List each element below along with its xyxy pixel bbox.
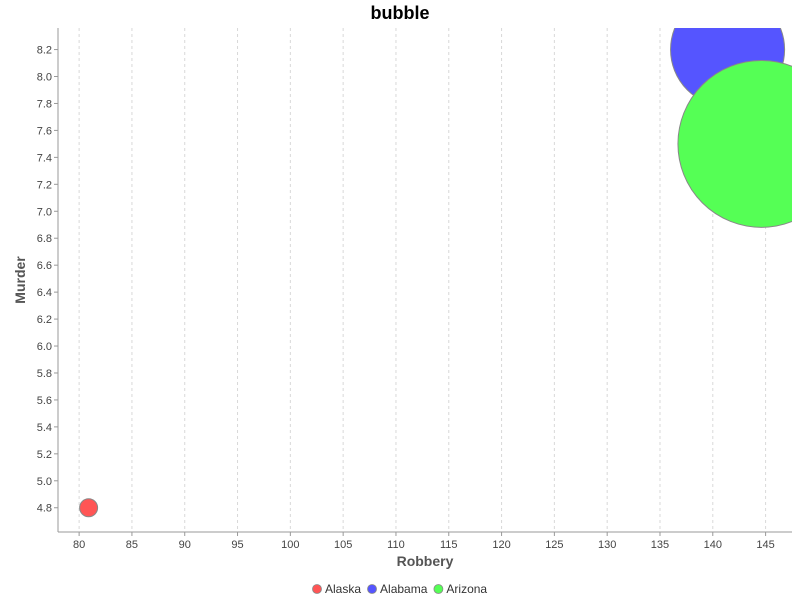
y-tick-label: 8.0: [37, 72, 52, 84]
y-tick-label: 7.2: [37, 179, 52, 191]
x-tick-label: 135: [651, 539, 669, 551]
grid-lines: [78, 28, 767, 532]
x-tick-label: 95: [231, 539, 243, 551]
chart-title: bubble: [371, 3, 430, 23]
x-tick-label: 100: [281, 539, 299, 551]
x-tick-label: 85: [126, 539, 138, 551]
y-tick-label: 6.0: [37, 341, 52, 353]
x-tick-label: 120: [492, 539, 510, 551]
plot-area: [79, 28, 800, 518]
y-tick-label: 6.8: [37, 233, 52, 245]
x-tick-label: 140: [704, 539, 722, 551]
y-tick-label: 5.0: [37, 476, 52, 488]
y-tick-label: 5.8: [37, 368, 52, 380]
legend-label-arizona: Arizona: [446, 582, 487, 596]
y-tick-label: 8.2: [37, 45, 52, 57]
y-tick-label: 6.4: [37, 287, 52, 299]
y-tick-label: 5.6: [37, 395, 52, 407]
y-tick-label: 7.8: [37, 98, 52, 110]
y-tick-label: 7.6: [37, 125, 52, 137]
x-tick-label: 90: [179, 539, 191, 551]
x-tick-label: 145: [756, 539, 774, 551]
legend-marker-arizona: [433, 584, 444, 594]
y-tick-label: 7.4: [37, 152, 52, 164]
y-tick-label: 6.2: [37, 314, 52, 326]
x-tick-label: 110: [387, 539, 405, 551]
x-axis-label: Robbery: [397, 553, 454, 569]
axes: 80 85 90 95 100 105 110 115 120 125 130 135 140 145 4.…: [37, 28, 792, 551]
bubble-arizona[interactable]: [677, 59, 800, 228]
y-tick-label: 5.4: [37, 422, 52, 434]
x-tick-label: 130: [598, 539, 616, 551]
x-tick-label: 125: [545, 539, 563, 551]
bubble-alaska[interactable]: [79, 498, 99, 518]
x-tick-label: 115: [440, 539, 458, 551]
y-tick-label: 6.6: [37, 260, 52, 272]
y-tick-label: 7.0: [37, 206, 52, 218]
y-tick-label: 4.8: [37, 503, 52, 515]
legend: Alaska Alabama Arizona: [312, 582, 487, 596]
legend-label-alabama: Alabama: [380, 582, 428, 596]
legend-marker-alaska: [312, 584, 322, 594]
legend-marker-alabama: [367, 584, 377, 594]
y-axis-label: Murder: [12, 256, 28, 304]
x-tick-label: 80: [73, 539, 85, 551]
legend-label-alaska: Alaska: [325, 582, 361, 596]
y-tick-label: 5.2: [37, 449, 52, 461]
x-tick-label: 105: [334, 539, 352, 551]
